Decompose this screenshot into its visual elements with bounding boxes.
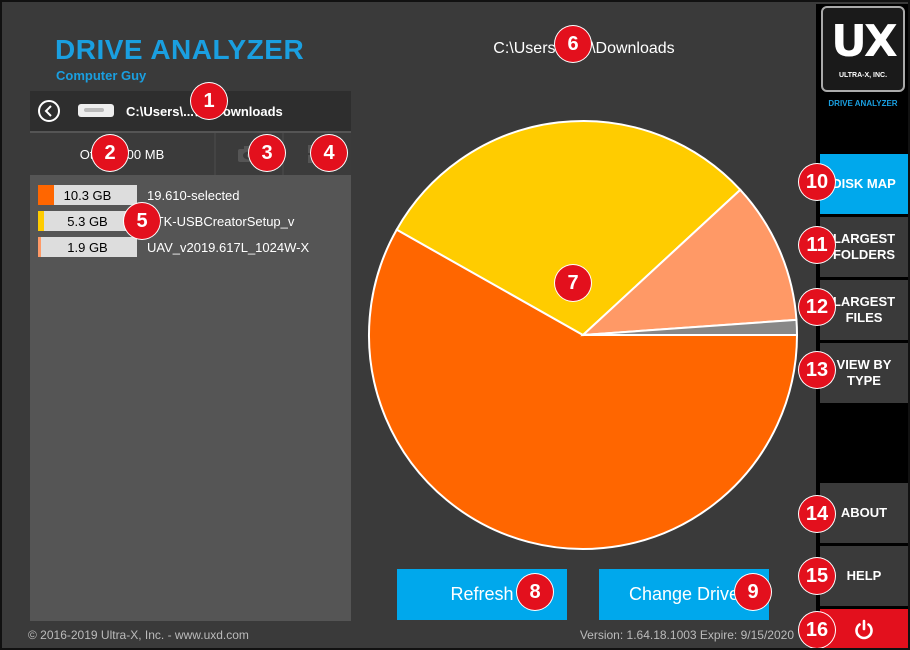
badge-9: 9 bbox=[735, 574, 771, 610]
power-icon bbox=[855, 619, 873, 639]
badge-10: 10 bbox=[799, 164, 835, 200]
badge-15: 15 bbox=[799, 558, 835, 594]
pie-chart-svg[interactable] bbox=[366, 118, 800, 552]
item-name: BTK-USBCreatorSetup_v bbox=[147, 214, 295, 229]
disk-map-chart[interactable] bbox=[366, 118, 800, 557]
logo-text: UX bbox=[831, 16, 898, 67]
item-name: UAV_v2019.617L_1024W-X bbox=[147, 240, 310, 255]
badge-11: 11 bbox=[799, 227, 835, 263]
badge-2: 2 bbox=[92, 135, 128, 171]
item-name: 19.610-selected bbox=[147, 188, 240, 203]
pie-slice[interactable] bbox=[580, 188, 798, 337]
badge-3: 3 bbox=[249, 135, 285, 171]
list-item[interactable]: 10.3 GB 19.610-selected bbox=[30, 183, 351, 209]
badge-8: 8 bbox=[517, 574, 553, 610]
list-item[interactable]: 1.9 GB UAV_v2019.617L_1024W-X bbox=[30, 235, 351, 261]
badge-4: 4 bbox=[311, 135, 347, 171]
drive-icon bbox=[78, 104, 114, 117]
path-bar: C:\Users\...\sr\Downloads bbox=[30, 91, 351, 131]
badge-16: 16 bbox=[799, 612, 835, 648]
back-button[interactable] bbox=[38, 100, 60, 122]
pie-slice[interactable] bbox=[582, 318, 799, 336]
badge-5: 5 bbox=[124, 203, 160, 239]
badge-6: 6 bbox=[555, 26, 591, 62]
badge-14: 14 bbox=[799, 496, 835, 532]
app-subtitle: Computer Guy bbox=[56, 68, 147, 83]
size-bar bbox=[38, 237, 41, 257]
pie-slice[interactable] bbox=[395, 120, 742, 337]
badge-7: 7 bbox=[555, 265, 591, 301]
size-label: 5.3 GB bbox=[67, 214, 108, 229]
folder-items: 10.3 GB 19.610-selected 5.3 GB BTK-USBCreat… bbox=[30, 183, 351, 261]
logo-company: ULTRA-X, INC. bbox=[838, 72, 888, 79]
badge-13: 13 bbox=[799, 352, 835, 388]
chevron-left-icon bbox=[44, 105, 52, 117]
pie-slice[interactable] bbox=[368, 228, 799, 550]
sidebar: UX ULTRA-X, INC. DRIVE ANALYZER DISK MAP… bbox=[816, 4, 908, 648]
size-label: 10.3 GB bbox=[63, 188, 112, 203]
version-text: Version: 1.64.18.1003 Expire: 9/15/2020 bbox=[579, 628, 794, 642]
sidebar-app-name: DRIVE ANALYZER bbox=[828, 99, 898, 108]
copyright-text: © 2016-2019 Ultra-X, Inc. - www.uxd.com bbox=[28, 628, 249, 642]
size-bar bbox=[38, 185, 54, 205]
main-area: DRIVE ANALYZER Computer Guy C:\Users\...… bbox=[4, 4, 816, 648]
size-box: 1.9 GB bbox=[38, 237, 137, 257]
badge-12: 12 bbox=[799, 289, 835, 325]
app-title: DRIVE ANALYZER bbox=[55, 34, 305, 65]
size-bar bbox=[38, 211, 44, 231]
size-box: 10.3 GB bbox=[38, 185, 137, 205]
folder-list-panel: C:\Users\...\sr\Downloads Other: 200 MB bbox=[30, 91, 351, 621]
badge-1: 1 bbox=[191, 83, 227, 119]
size-box: 5.3 GB bbox=[38, 211, 137, 231]
ultra-x-logo: UX ULTRA-X, INC. bbox=[821, 6, 905, 92]
size-label: 1.9 GB bbox=[67, 240, 108, 255]
list-item[interactable]: 5.3 GB BTK-USBCreatorSetup_v bbox=[30, 209, 351, 235]
panel-toolbar: Other: 200 MB bbox=[30, 133, 351, 175]
